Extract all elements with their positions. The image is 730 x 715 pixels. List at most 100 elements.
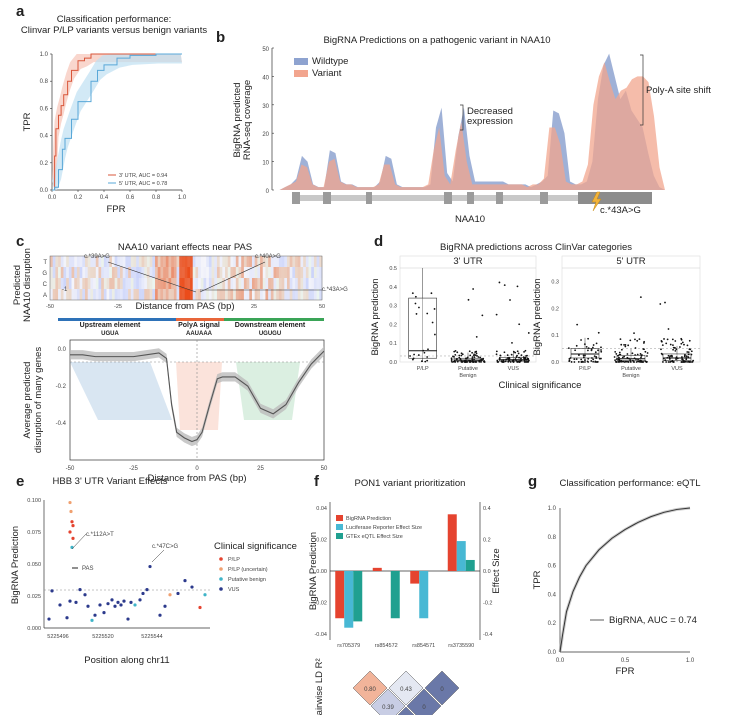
chart-f-ld-cell [424,670,460,706]
chart-c-heat-cell [305,278,309,289]
chart-c-heat-cell [319,278,323,289]
chart-d-point [596,361,599,363]
chart-c-heat-cell [138,256,142,267]
chart-d-point [688,360,691,363]
chart-c-heat-cell [60,256,64,267]
chart-b-exon [292,192,300,204]
chart-c-heat-cell [90,289,94,300]
chart-d-point [584,359,586,361]
chart-d-point [668,356,671,359]
chart-f-ytick: 0.02 [316,538,327,544]
chart-c-heat-cell [251,289,255,300]
chart-c-heat-cell [98,289,102,300]
chart-e-point [190,585,194,589]
chart-c-heat-cell [203,289,207,300]
chart-c-heat-cell [281,289,285,300]
chart-c-heat-cell [254,289,258,300]
chart-d-ytick: 0.3 [551,279,559,285]
chart-c-heat-cell [101,256,105,267]
chart-e-legend-swatch [219,567,223,571]
chart-c-heat-cell [171,278,175,289]
chart-c-heat-cell [114,267,118,278]
chart-c-heat-cell [273,278,277,289]
chart-c-heat-cell [76,289,80,300]
chart-d-point [478,359,481,362]
chart-c-heat-cell [184,267,188,278]
chart-c-heat-cell [300,267,304,278]
chart-c-heat-cell [87,289,91,300]
chart-c-annot-line-1 [107,261,197,293]
chart-a-title-line1: Classification performance: [57,14,172,25]
chart-d-point [666,338,669,341]
chart-d-point [523,359,526,362]
chart-f-bar-1 [456,541,466,571]
chart-c-heat-cell [138,278,142,289]
chart-a-xtick: 0.6 [126,195,135,201]
chart-c-heat-cell [58,256,62,267]
chart-d-box [408,297,437,359]
chart-b-exon [366,192,372,204]
chart-c-heat-cell [130,289,134,300]
chart-d-point [523,357,525,360]
chart-c-heat-cell [50,267,53,278]
chart-c-heat-cell [262,267,266,278]
chart-c-heat-cell [206,289,210,300]
chart-d-point [456,360,459,363]
chart-g-series [558,506,691,653]
chart-c-heat-cell [60,289,64,300]
chart-d-point [582,354,585,357]
chart-f-legend: BigRNA Prediction Luciferase Reporter Eff… [336,515,422,540]
chart-d-xtick: Benign [459,373,476,379]
chart-c-heat-cell [160,278,164,289]
chart-d-facet-title: 3' UTR [453,256,482,267]
chart-c-heat-cell [68,278,72,289]
chart-d-point [689,348,692,351]
chart-c-heat-cell [93,267,97,278]
chart-e-point [148,564,152,569]
chart-c-heat-cell [260,289,264,300]
chart-c-heat-cell [268,289,272,300]
chart-d-point [587,337,590,340]
chart-c-heat-cell [225,278,229,289]
chart-c-heat-cell [222,267,226,278]
chart-d-point [587,347,590,349]
chart-d-point [613,356,616,358]
chart-c-heat-cell [98,278,102,289]
chart-d-point [515,359,518,362]
chart-c-heat-cell [311,289,315,300]
panel-letter-b: b [216,29,225,46]
chart-a-title-line2: Clinvar P/LP variants versus benign vari… [21,25,207,36]
chart-c-heat-cell [55,289,59,300]
chart-e-point [116,600,120,605]
chart-c-heat-cell [316,256,320,267]
chart-c-heat-cell [74,289,78,300]
chart-b-legend-label: Variant [312,68,342,79]
chart-c-heat-cell [106,256,110,267]
chart-c2-ytick: -0.4 [56,421,67,427]
chart-c-heat-cell [68,267,72,278]
chart-d-ylabel: BigRNA prediction [532,278,543,355]
chart-c-heat-cell [192,289,196,300]
chart-c-heat-cell [125,256,129,267]
chart-c-heat-cell [303,267,307,278]
chart-c-heat-cell [101,289,105,300]
chart-c-heat-cell [103,267,107,278]
chart-b-ylabel-line1: BigRNA predicted [232,83,243,158]
chart-d-point [577,361,580,363]
chart-d-point [663,338,665,340]
chart-c-heat-cell [79,278,83,289]
chart-e-point [71,524,75,528]
chart-d-point [495,350,498,353]
chart-c-heat-cell [95,267,99,278]
chart-c-heat-cell [181,289,185,300]
chart-d-point [618,351,621,354]
chart-c-heat-cell [155,289,159,300]
chart-c-heat-cell [176,289,180,300]
chart-d-point [643,348,645,351]
chart-a-xtick: 0.4 [100,195,109,201]
chart-c-heat-cell [141,289,145,300]
chart-f-y2label: Effect Size [491,548,502,593]
chart-f-legend-label: BigRNA Prediction [346,516,391,522]
chart-d-point [600,350,603,353]
